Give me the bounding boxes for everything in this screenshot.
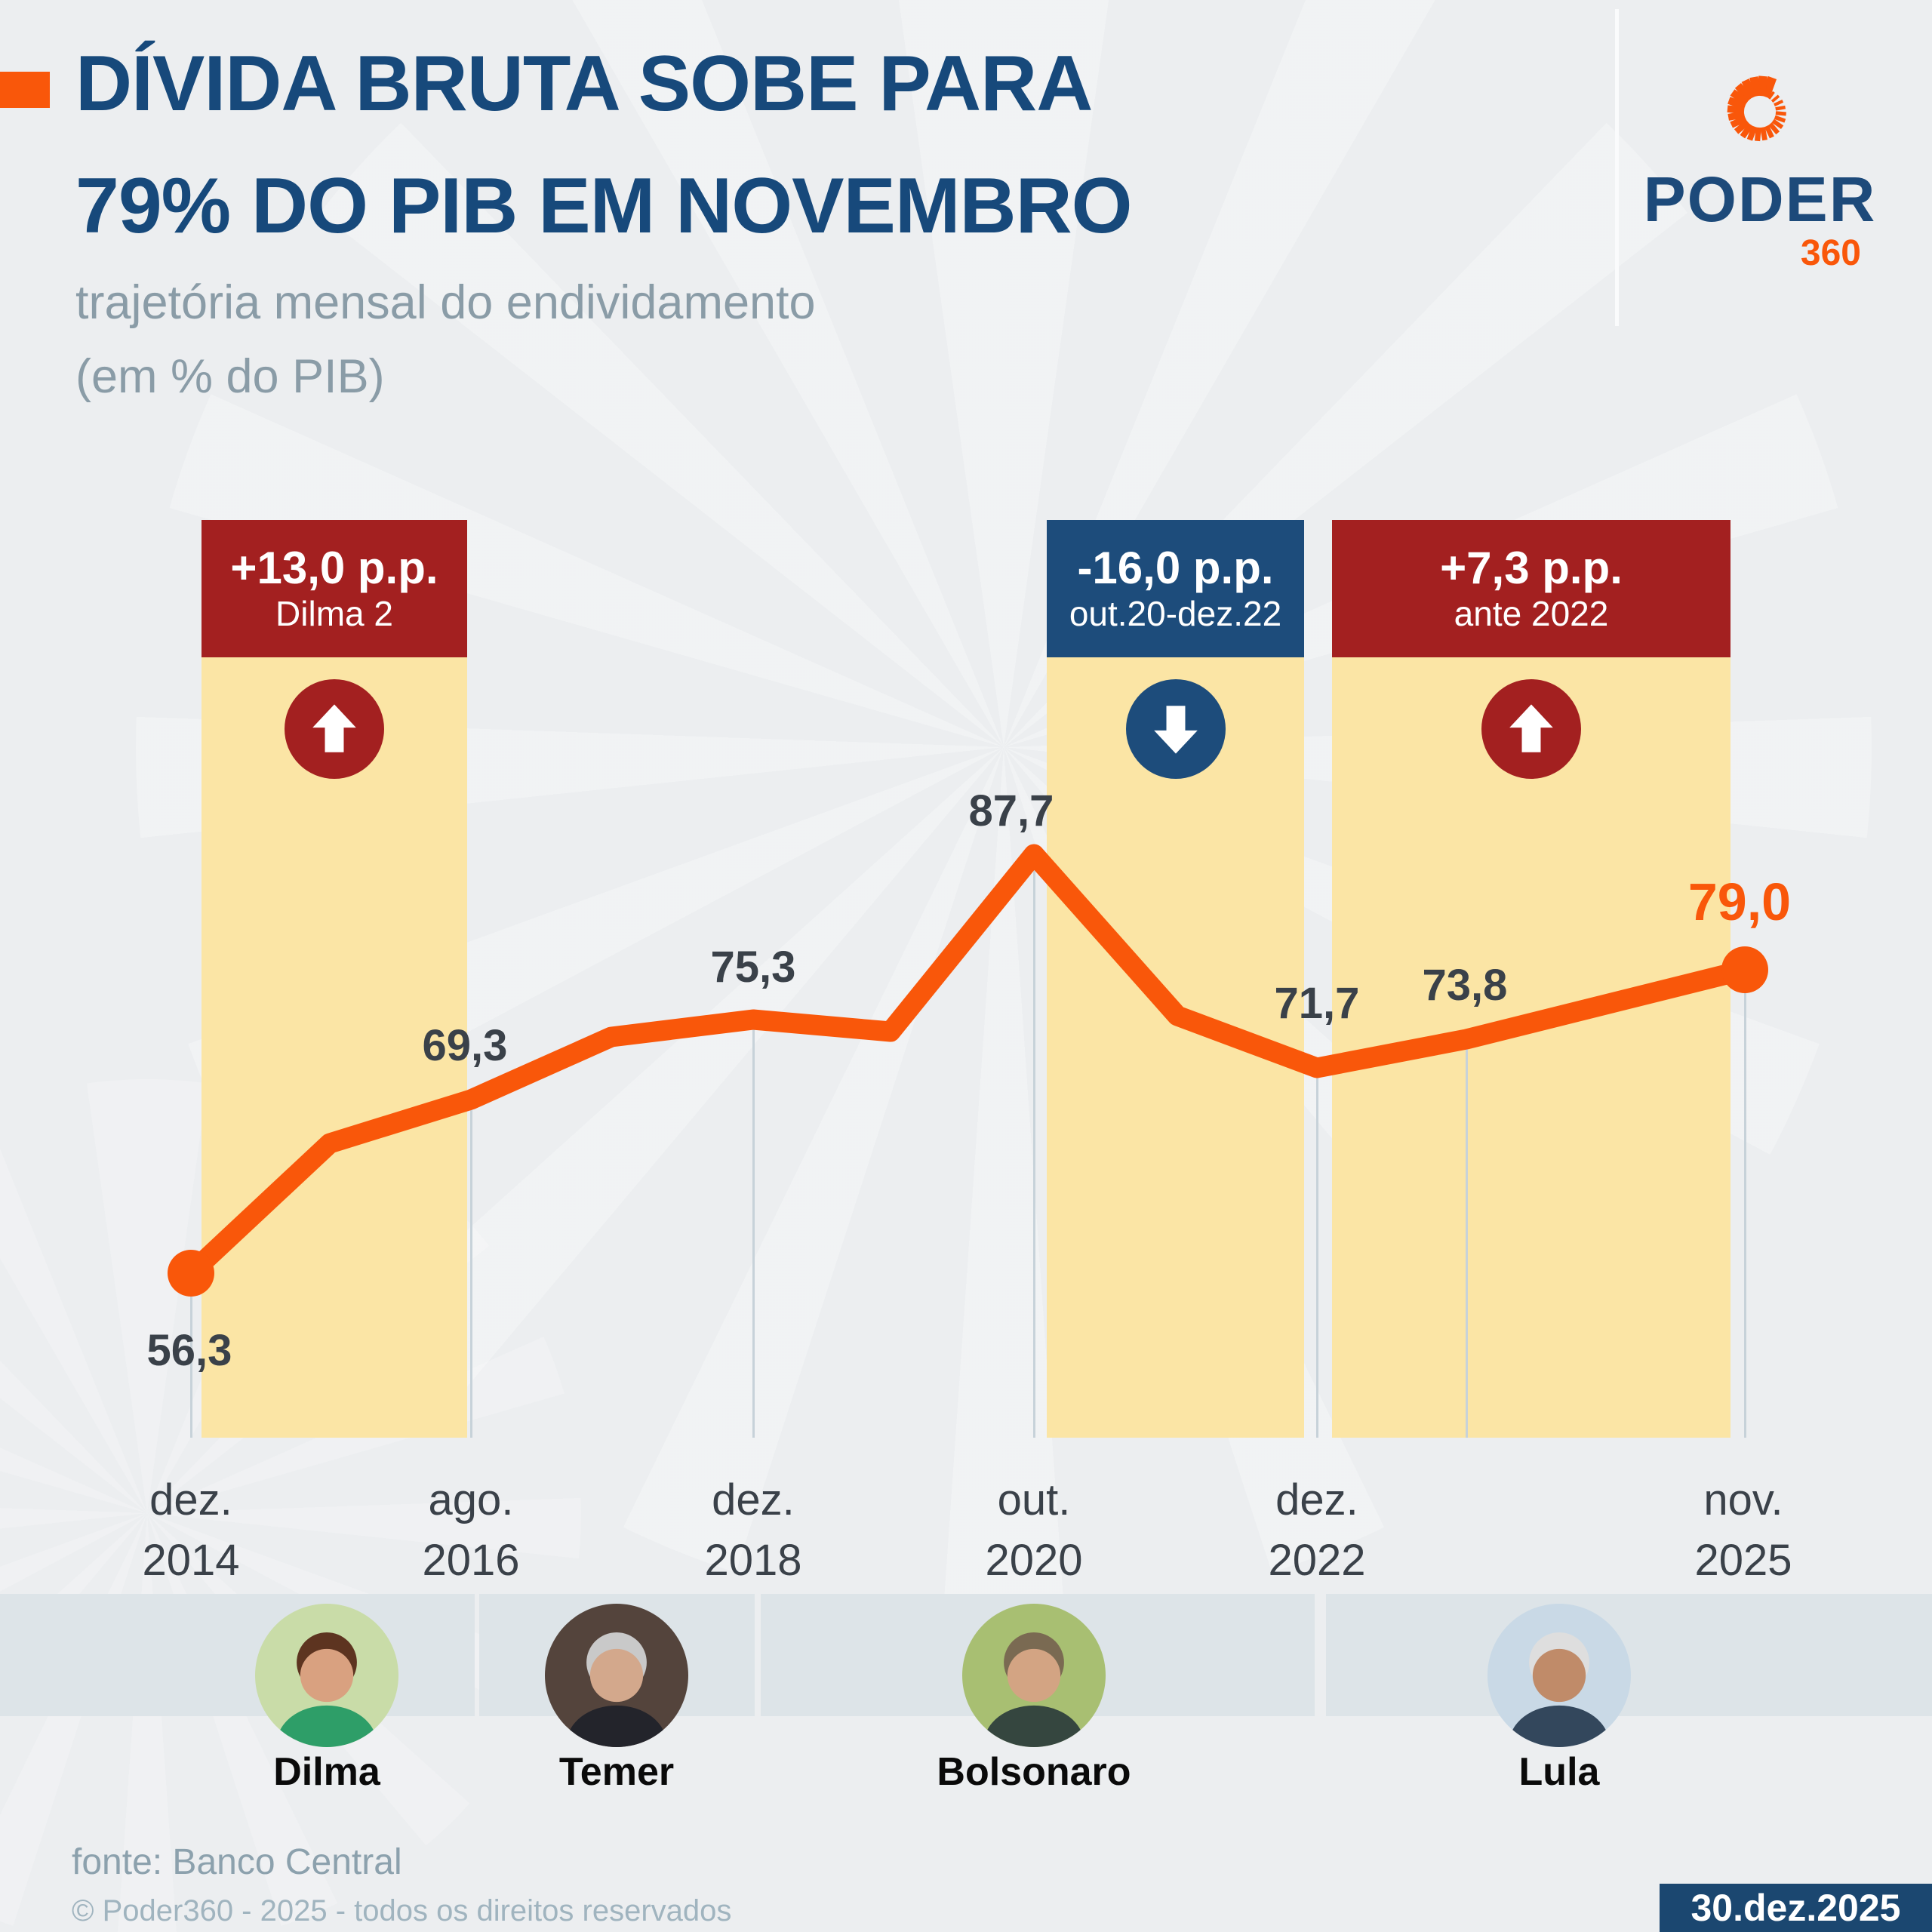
president-strip-segment (1326, 1594, 1932, 1716)
x-axis-label-month: dez. (1275, 1475, 1358, 1524)
delta-value: -16,0 p.p. (1077, 542, 1274, 593)
poder360-logo-suffix: 360 (1800, 233, 1861, 273)
x-axis-label-year: 2014 (142, 1536, 240, 1586)
subtitle-line2: (em % do PIB) (75, 350, 385, 404)
arrow-badge (285, 679, 384, 779)
data-label: 87,7 (968, 786, 1054, 835)
arrow-down-icon (1153, 706, 1198, 754)
data-point-dot (168, 1250, 214, 1297)
dropline (752, 1020, 755, 1438)
delta-value: +7,3 p.p. (1440, 542, 1623, 593)
president-name: Dilma (273, 1750, 380, 1794)
highlight-band (202, 657, 467, 1438)
dropline (1316, 1068, 1318, 1438)
president-photo-icon (962, 1604, 1106, 1747)
dropline (1744, 970, 1746, 1438)
x-axis-label: dez. 2018 (632, 1470, 874, 1591)
x-axis-label-year: 2016 (422, 1536, 520, 1586)
delta-value: +13,0 p.p. (230, 542, 438, 593)
arrow-up-icon (1509, 704, 1553, 752)
x-axis-label: dez. 2014 (70, 1470, 312, 1591)
x-axis-label-month: dez. (712, 1475, 795, 1524)
x-axis-label-month: out. (997, 1475, 1071, 1524)
data-label: 73,8 (1422, 961, 1508, 1010)
copyright-note: © Poder360 - 2025 - todos os direitos re… (72, 1894, 732, 1927)
date-badge: 30.dez.2025 (1660, 1884, 1932, 1932)
president-name: Bolsonaro (937, 1750, 1131, 1794)
header-divider (1615, 9, 1619, 326)
accent-square (0, 72, 50, 108)
debt-line (180, 844, 1755, 1284)
title-line2: 79% DO PIB EM NOVEMBRO (75, 162, 1133, 251)
president-avatar (545, 1604, 688, 1747)
page-title: DÍVIDA BRUTA SOBE PARA 79% DO PIB EM NOV… (75, 23, 1133, 267)
x-axis-label-month: ago. (428, 1475, 514, 1524)
x-axis-label: ago. 2016 (350, 1470, 592, 1591)
x-axis-label-year: 2022 (1268, 1536, 1366, 1586)
subtitle-line1: trajetória mensal do endividamento (75, 276, 816, 329)
page-subtitle: trajetória mensal do endividamento (em %… (75, 266, 816, 414)
x-axis-label-year: 2025 (1694, 1536, 1792, 1586)
data-label: 71,7 (1274, 979, 1360, 1028)
president-photo-icon (1487, 1604, 1631, 1747)
delta-period: out.20-dez.22 (1069, 594, 1282, 633)
president-photo-icon (255, 1604, 398, 1747)
source-note: fonte: Banco Central (72, 1842, 402, 1882)
x-axis-label: out. 2020 (913, 1470, 1155, 1591)
delta-banner: -16,0 p.p. out.20-dez.22 (1047, 520, 1304, 657)
x-axis-label: nov. 2025 (1623, 1470, 1864, 1591)
data-label: 75,3 (710, 943, 796, 992)
dropline (190, 1273, 192, 1438)
data-label: 56,3 (146, 1326, 232, 1375)
data-label: 79,0 (1687, 872, 1792, 931)
x-axis-label-year: 2018 (704, 1536, 802, 1586)
poder360-sunburst-icon (1707, 59, 1813, 165)
x-axis-label-year: 2020 (985, 1536, 1083, 1586)
president-name: Lula (1518, 1750, 1600, 1794)
president-photo-icon (545, 1604, 688, 1747)
delta-period: Dilma 2 (275, 594, 393, 633)
delta-period: ante 2022 (1454, 594, 1609, 633)
arrow-badge (1481, 679, 1581, 779)
president-avatar (962, 1604, 1106, 1747)
delta-banner: +13,0 p.p. Dilma 2 (202, 520, 467, 657)
data-point-dot (1721, 946, 1768, 993)
delta-banner: +7,3 p.p. ante 2022 (1332, 520, 1730, 657)
president-avatar (255, 1604, 398, 1747)
dropline (1033, 854, 1035, 1438)
x-axis-label: dez. 2022 (1196, 1470, 1438, 1591)
president-strip-segment (0, 1594, 475, 1716)
x-axis-label-month: nov. (1703, 1475, 1783, 1524)
dropline (1466, 1039, 1468, 1438)
president-avatar (1487, 1604, 1631, 1747)
x-axis-label-month: dez. (149, 1475, 232, 1524)
title-line1: DÍVIDA BRUTA SOBE PARA (75, 40, 1093, 128)
poder360-logo-word: PODER (1643, 164, 1877, 235)
dropline (470, 1100, 472, 1438)
data-label: 69,3 (422, 1021, 508, 1070)
sunburst-icon (1727, 75, 1786, 142)
arrow-badge (1125, 679, 1226, 779)
president-name: Temer (558, 1750, 675, 1794)
arrow-up-icon (312, 704, 356, 752)
